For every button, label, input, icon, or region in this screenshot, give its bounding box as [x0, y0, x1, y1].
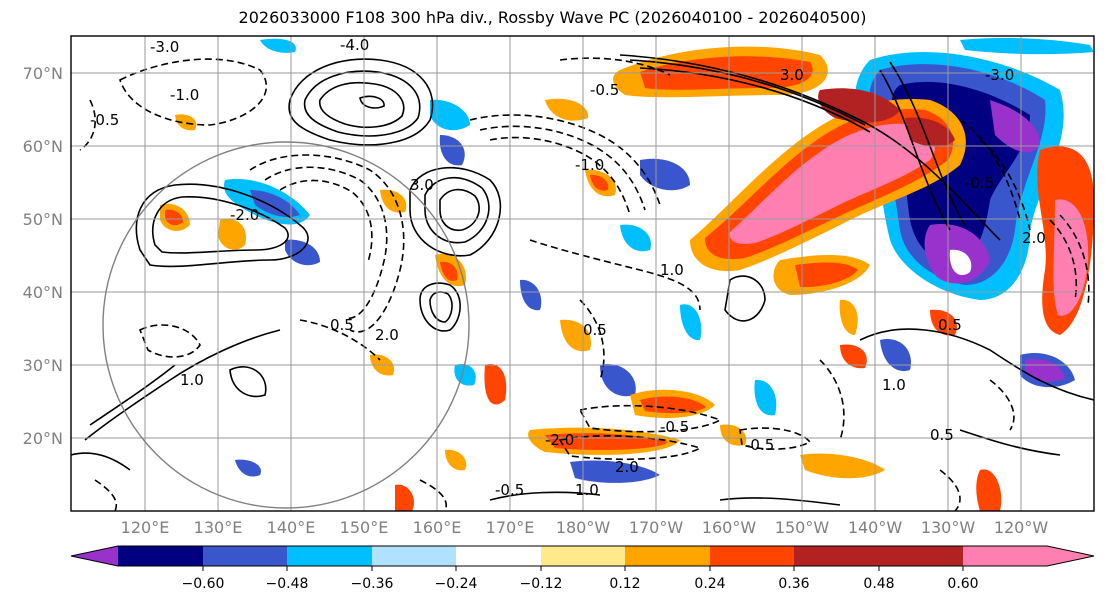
- colorbar-tick: 0.36: [778, 576, 809, 592]
- contour-label: -1.0: [170, 86, 199, 104]
- map-frame: [70, 35, 1095, 512]
- colorbar-swatch: [456, 546, 541, 566]
- lat-label: 60°N: [23, 137, 63, 156]
- lat-label: 40°N: [23, 283, 63, 302]
- colorbar-swatch: [879, 546, 963, 566]
- contour-label: 0.5: [938, 316, 962, 334]
- contour-label: 3.0: [410, 176, 434, 194]
- contour-label: 1.0: [575, 481, 599, 499]
- colorbar-swatch: [625, 546, 710, 566]
- colorbar-extend-max: [963, 546, 1094, 566]
- contour-label: -0.5: [660, 418, 689, 436]
- contour-label: 1.0: [882, 376, 906, 394]
- positive-contours: [71, 54, 1094, 506]
- contour-labels: -3.0 -4.0 -2.0 -1.0 -0.5 2.0 3.0 1.0 0.5…: [90, 36, 1046, 499]
- lon-label: 120°W: [994, 518, 1049, 537]
- colorbar-tick: 0.60: [947, 576, 978, 592]
- lon-label: 180°W: [556, 518, 611, 537]
- lon-label: 160°E: [413, 518, 462, 537]
- colorbar-tick: −0.60: [182, 576, 225, 592]
- lon-label: 150°W: [775, 518, 830, 537]
- colorbar-swatch: [118, 546, 203, 566]
- lat-label: 20°N: [23, 429, 63, 448]
- colorbar-tick: −0.24: [435, 576, 478, 592]
- colorbar-swatch: [794, 546, 879, 566]
- lon-label: 160°W: [702, 518, 757, 537]
- colorbar: −0.60 −0.48 −0.36 −0.24 −0.12 0.12 0.24 …: [70, 545, 1095, 592]
- contour-label: 2.0: [375, 326, 399, 344]
- map-title: 2026033000 F108 300 hPa div., Rossby Wav…: [238, 8, 867, 27]
- contour-label: -0.5: [495, 481, 524, 499]
- contour-label: -3.0: [985, 66, 1014, 84]
- lon-label: 170°E: [486, 518, 535, 537]
- contour-label: -0.5: [745, 436, 774, 454]
- lon-label: 150°E: [340, 518, 389, 537]
- negative-contours: [79, 57, 1090, 511]
- colorbar-swatch: [203, 546, 287, 566]
- contour-label: -1.0: [575, 156, 604, 174]
- divergence-shading: [160, 37, 1094, 511]
- colorbar-swatch: [541, 546, 625, 566]
- contour-label: 0.5: [330, 316, 354, 334]
- reference-circle: [102, 141, 470, 509]
- colorbar-extend-min: [71, 546, 118, 566]
- colorbar-tick: 0.48: [863, 576, 894, 592]
- lon-label: 170°W: [629, 518, 684, 537]
- latitude-labels: 70°N 60°N 50°N 40°N 30°N 20°N: [23, 64, 63, 448]
- lon-label: 130°W: [921, 518, 976, 537]
- lon-label: 130°E: [194, 518, 243, 537]
- lat-label: 50°N: [23, 210, 63, 229]
- colorbar-swatch: [372, 546, 456, 566]
- contour-label: 3.0: [780, 66, 804, 84]
- lon-label: 140°E: [267, 518, 316, 537]
- lat-label: 30°N: [23, 356, 63, 375]
- contour-label: 2.0: [615, 458, 639, 476]
- colorbar-tick: −0.48: [266, 576, 309, 592]
- colorbar-tick: 0.24: [694, 576, 725, 592]
- contour-label: -2.0: [545, 431, 574, 449]
- contour-label: -3.0: [150, 38, 179, 56]
- colorbar-outline: [70, 545, 1095, 567]
- lon-label: 140°W: [848, 518, 903, 537]
- contour-label: 2.0: [1022, 229, 1046, 247]
- contour-label: -4.0: [340, 36, 369, 54]
- contour-label: 0.5: [930, 426, 954, 444]
- contour-label: 1.0: [180, 371, 204, 389]
- colorbar-swatch: [287, 546, 372, 566]
- contour-label: -0.5: [90, 111, 119, 129]
- contour-label: -0.5: [590, 81, 619, 99]
- longitude-labels: 120°E 130°E 140°E 150°E 160°E 170°E 180°…: [121, 518, 1049, 537]
- lon-label: 120°E: [121, 518, 170, 537]
- lat-label: 70°N: [23, 64, 63, 83]
- contour-label: 0.5: [583, 321, 607, 339]
- contour-label: 1.0: [660, 261, 684, 279]
- colorbar-tick: −0.12: [520, 576, 563, 592]
- colorbar-tick: 0.12: [609, 576, 640, 592]
- graticule: [71, 36, 1094, 511]
- contour-label: -2.0: [230, 206, 259, 224]
- contour-label: -0.5: [965, 174, 994, 192]
- colorbar-swatch: [710, 546, 794, 566]
- colorbar-tick: −0.36: [351, 576, 394, 592]
